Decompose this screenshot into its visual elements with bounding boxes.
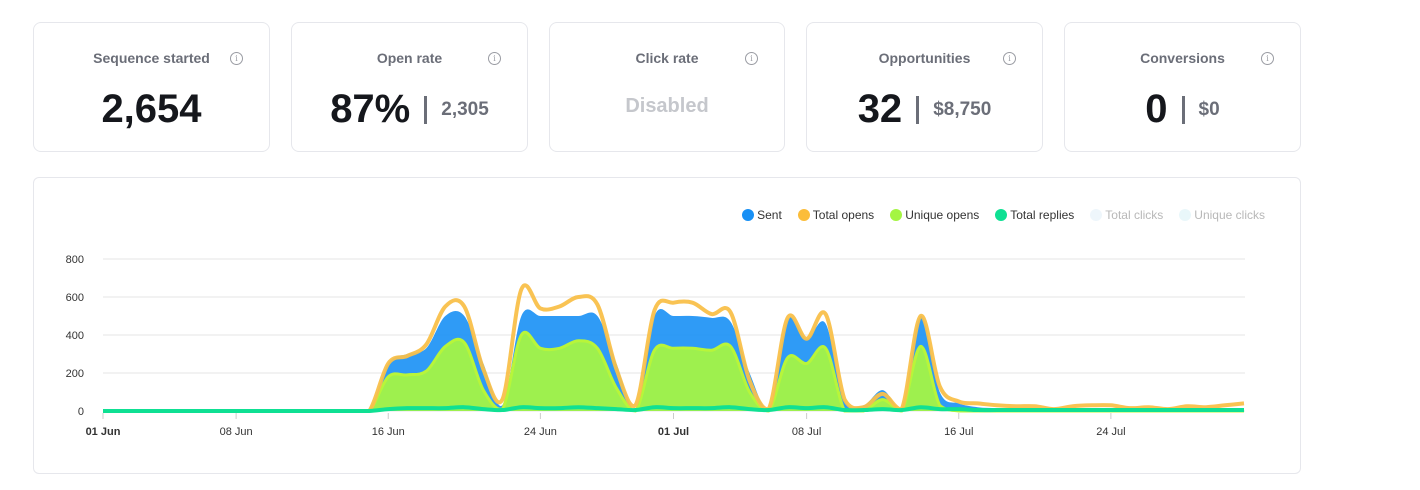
- info-icon[interactable]: i: [1003, 52, 1016, 65]
- legend-label: Total opens: [812, 208, 875, 222]
- series-unique-opens-area: [103, 332, 1244, 411]
- legend-item-total-clicks[interactable]: Total clicks: [1090, 208, 1163, 222]
- x-tick-label: 24 Jun: [524, 426, 557, 438]
- legend-item-total-opens[interactable]: Total opens: [797, 208, 875, 222]
- legend-dot-icon: [995, 209, 1008, 221]
- y-tick-label: 800: [66, 254, 84, 266]
- chart-card: [33, 177, 1301, 474]
- x-tick-label: 08 Jun: [220, 426, 253, 438]
- legend-dot-icon: [1090, 209, 1103, 221]
- y-tick-label: 400: [66, 330, 84, 342]
- legend-label: Unique opens: [905, 208, 980, 222]
- info-icon[interactable]: i: [745, 52, 758, 65]
- legend-label: Total clicks: [1105, 208, 1164, 222]
- x-tick-label: 01 Jun: [86, 426, 121, 438]
- legend-label: Sent: [757, 208, 782, 222]
- legend-item-total-replies[interactable]: Total replies: [995, 208, 1074, 222]
- y-tick-label: 0: [78, 406, 84, 418]
- card-title: Sequence started: [93, 50, 210, 66]
- card-secondary: 2,305: [441, 98, 489, 120]
- legend-dot-icon: [742, 209, 755, 221]
- card-title: Open rate: [376, 50, 443, 66]
- card-title: Conversions: [1140, 50, 1225, 66]
- x-tick-label: 16 Jul: [944, 426, 973, 438]
- card-title: Click rate: [635, 50, 699, 66]
- card-open-rate: Open rate i 87% 2,305: [291, 22, 528, 152]
- divider: [1181, 95, 1185, 124]
- legend-label: Total replies: [1010, 208, 1075, 222]
- divider: [424, 95, 428, 124]
- card-sequence-started: Sequence started i 2,654: [33, 22, 270, 152]
- card-value: 87%: [330, 87, 411, 131]
- legend-item-unique-opens[interactable]: Unique opens: [890, 208, 979, 222]
- legend-dot-icon: [797, 209, 810, 221]
- x-tick-label: 16 Jun: [372, 426, 405, 438]
- y-tick-label: 200: [66, 368, 84, 380]
- legend-label: Unique clicks: [1194, 208, 1265, 222]
- chart-legend: Sent Total opens Unique opens Total replies…: [726, 208, 1265, 222]
- card-opportunities: Opportunities i 32 $8,750: [806, 22, 1043, 152]
- x-tick-label: 01 Jul: [658, 426, 689, 438]
- info-icon[interactable]: i: [488, 52, 501, 65]
- divider: [916, 95, 920, 124]
- card-value: 0: [1145, 87, 1168, 131]
- card-value: 2,654: [101, 87, 202, 131]
- card-value: Disabled: [625, 95, 709, 117]
- x-tick-label: 24 Jul: [1096, 426, 1125, 438]
- legend-dot-icon: [890, 209, 903, 221]
- series-total-replies-line: [102, 405, 1244, 413]
- card-secondary: $0: [1198, 98, 1220, 120]
- info-icon[interactable]: i: [1261, 52, 1274, 65]
- card-value: 32: [857, 87, 903, 131]
- card-secondary: $8,750: [933, 98, 992, 120]
- info-icon[interactable]: i: [230, 52, 243, 65]
- legend-dot-icon: [1179, 209, 1192, 221]
- card-conversions: Conversions i 0 $0: [1064, 22, 1301, 152]
- legend-item-unique-clicks[interactable]: Unique clicks: [1179, 208, 1265, 222]
- legend-item-sent[interactable]: Sent: [742, 208, 782, 222]
- y-tick-label: 600: [66, 292, 84, 304]
- card-click-rate: Click rate i Disabled: [549, 22, 785, 152]
- x-tick-label: 08 Jul: [792, 426, 821, 438]
- card-title: Opportunities: [878, 50, 971, 66]
